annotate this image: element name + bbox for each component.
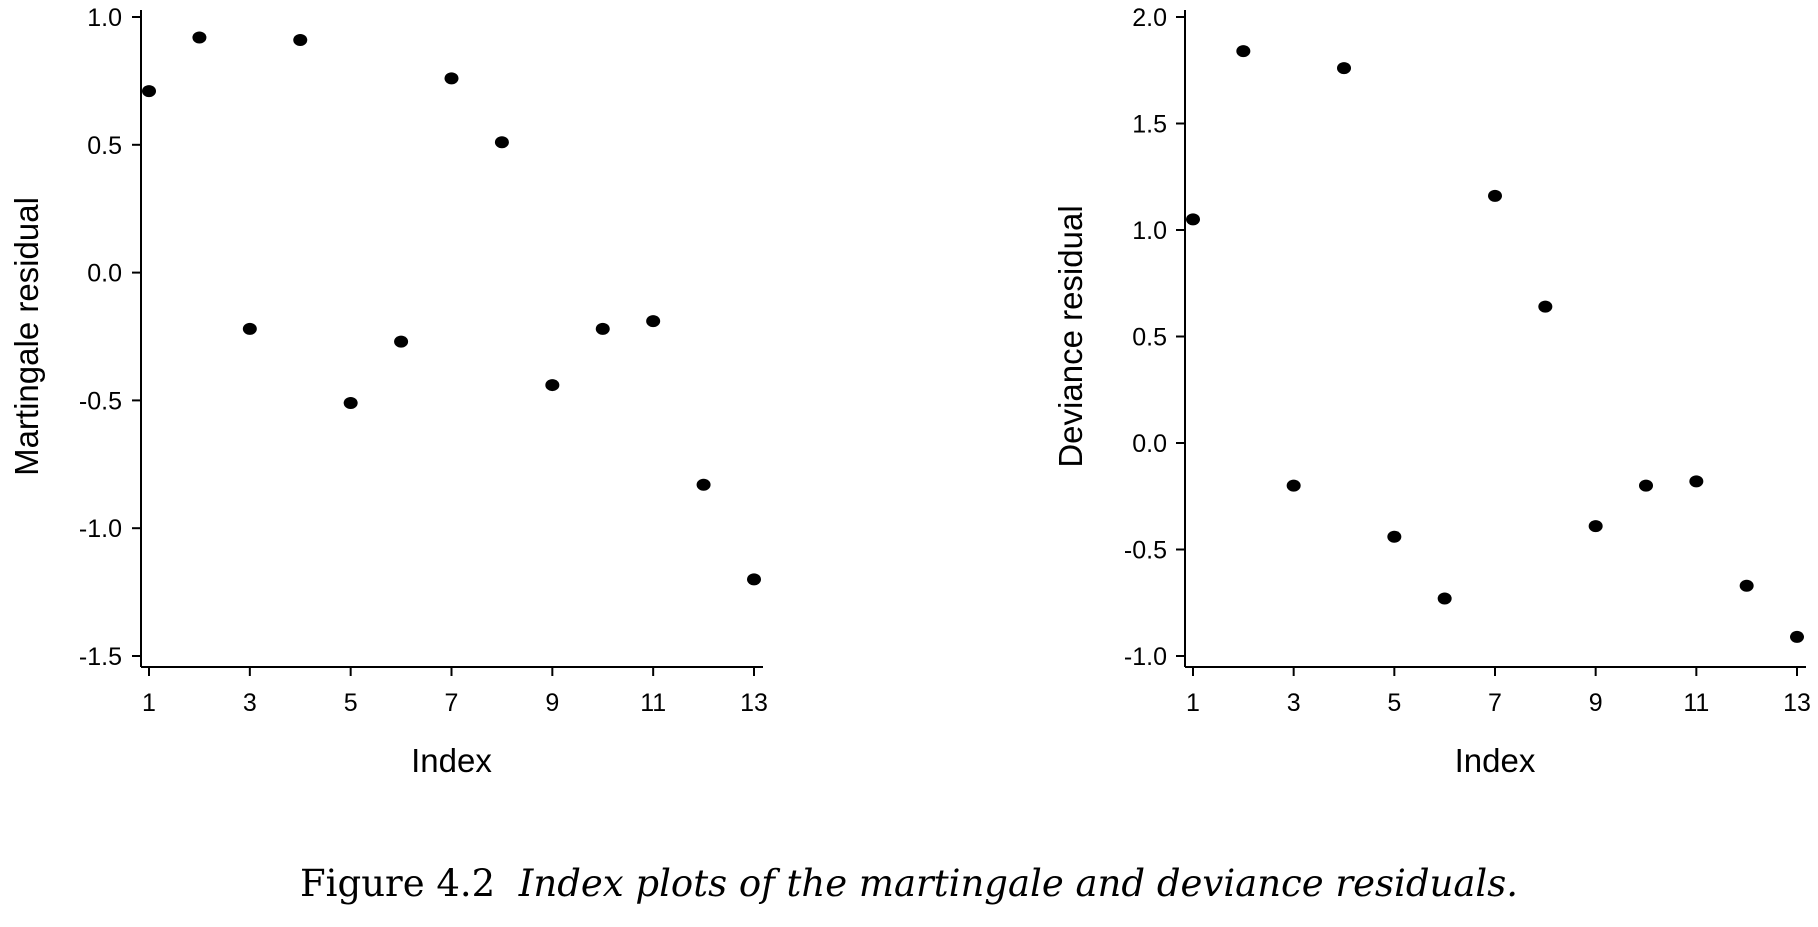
data-point: [545, 379, 560, 392]
data-point: [747, 573, 761, 586]
data-point: [1488, 189, 1502, 202]
x-tick-label: 5: [1387, 689, 1401, 717]
y-tick-label: 0.5: [87, 132, 122, 160]
data-point: [394, 335, 409, 348]
data-point: [1689, 475, 1704, 488]
data-point: [1538, 300, 1553, 313]
y-tick-label: -1.5: [79, 643, 122, 671]
x-axis-title: Index: [1455, 742, 1536, 779]
y-tick-label: 1.0: [87, 4, 122, 32]
data-point: [1639, 479, 1653, 492]
x-tick-label: 9: [1589, 689, 1603, 717]
deviance-residual-plot: 2.01.51.00.50.0-0.5-1.01 3 5 7 9 11 13IndexDev…: [1052, 4, 1811, 779]
x-tick-label: 1: [1186, 689, 1200, 717]
x-tick-label: 3: [1287, 689, 1301, 717]
data-point: [192, 31, 207, 44]
data-point: [595, 322, 610, 335]
x-tick-label: 3: [243, 689, 257, 717]
data-point: [1437, 592, 1452, 605]
y-axis-title: Deviance residual: [1052, 205, 1089, 467]
x-tick-label: 13: [1783, 689, 1811, 717]
martingale-residual-plot: 1.00.50.0-0.5-1.0-1.51 3 5 7 9 11 13IndexMarti…: [8, 4, 768, 779]
x-tick-label: 5: [344, 689, 358, 717]
x-tick-label: 7: [445, 689, 459, 717]
caption-label: Figure 4.2: [300, 862, 496, 905]
data-point: [242, 322, 257, 335]
y-tick-label: -0.5: [79, 387, 122, 415]
data-point: [293, 34, 308, 47]
data-point: [1186, 213, 1200, 226]
y-tick-label: 1.5: [1132, 111, 1167, 139]
y-tick-label: 0.0: [87, 260, 122, 288]
x-axis-title: Index: [411, 742, 492, 779]
y-axis-title: Martingale residual: [8, 197, 45, 476]
x-tick-label: 13: [740, 689, 768, 717]
x-tick-label: 1: [142, 689, 156, 717]
x-tick-label: 11: [640, 689, 666, 717]
x-tick-label: 7: [1488, 689, 1502, 717]
y-tick-label: 0.5: [1132, 324, 1167, 352]
x-tick-label: 9: [545, 689, 559, 717]
data-point: [1588, 520, 1603, 533]
y-tick-label: -1.0: [1124, 643, 1167, 671]
y-tick-label: -0.5: [1124, 537, 1167, 565]
caption-text: Index plots of the martingale and devian…: [518, 862, 1518, 905]
data-point: [696, 478, 711, 491]
y-tick-label: 1.0: [1132, 217, 1167, 245]
data-point: [1286, 479, 1301, 492]
data-point: [1790, 630, 1804, 643]
y-tick-label: 2.0: [1132, 4, 1167, 32]
data-point: [444, 72, 459, 85]
x-tick-label: 11: [1683, 689, 1709, 717]
data-point: [1387, 530, 1402, 543]
y-tick-label: -1.0: [79, 515, 122, 543]
data-point: [343, 396, 358, 409]
data-point: [494, 136, 509, 149]
data-point: [1337, 62, 1351, 75]
data-point: [142, 85, 156, 98]
data-point: [646, 315, 661, 328]
data-point: [1236, 45, 1251, 58]
figure-caption: Figure 4.2 Index plots of the martingale…: [0, 862, 1818, 905]
data-point: [1739, 579, 1754, 592]
y-tick-label: 0.0: [1132, 430, 1167, 458]
